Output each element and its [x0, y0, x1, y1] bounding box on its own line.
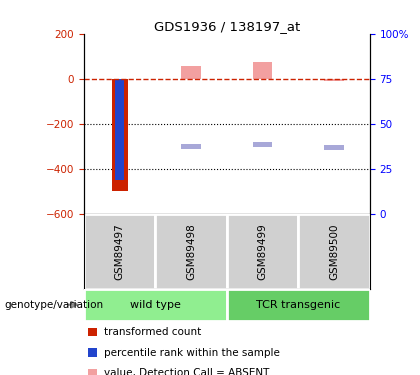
Bar	[116, 79, 124, 180]
Bar	[298, 214, 370, 289]
Bar	[227, 289, 370, 321]
Bar	[252, 62, 273, 79]
Text: GSM89500: GSM89500	[329, 223, 339, 279]
Text: transformed count: transformed count	[104, 327, 201, 337]
Text: wild type: wild type	[130, 300, 181, 310]
Text: GSM89498: GSM89498	[186, 223, 196, 280]
Bar	[324, 145, 344, 150]
Bar	[84, 289, 227, 321]
Bar	[155, 214, 227, 289]
Bar	[181, 66, 201, 79]
Bar	[112, 79, 128, 191]
Text: GSM89497: GSM89497	[115, 223, 125, 280]
Bar	[84, 214, 155, 289]
Bar	[252, 142, 273, 147]
Title: GDS1936 / 138197_at: GDS1936 / 138197_at	[154, 20, 300, 33]
Text: percentile rank within the sample: percentile rank within the sample	[104, 348, 280, 357]
Text: TCR transgenic: TCR transgenic	[256, 300, 340, 310]
Text: genotype/variation: genotype/variation	[4, 300, 103, 310]
Text: GSM89499: GSM89499	[257, 223, 268, 280]
Bar	[227, 214, 298, 289]
Text: value, Detection Call = ABSENT: value, Detection Call = ABSENT	[104, 368, 269, 375]
Bar	[324, 79, 344, 81]
Bar	[181, 144, 201, 148]
